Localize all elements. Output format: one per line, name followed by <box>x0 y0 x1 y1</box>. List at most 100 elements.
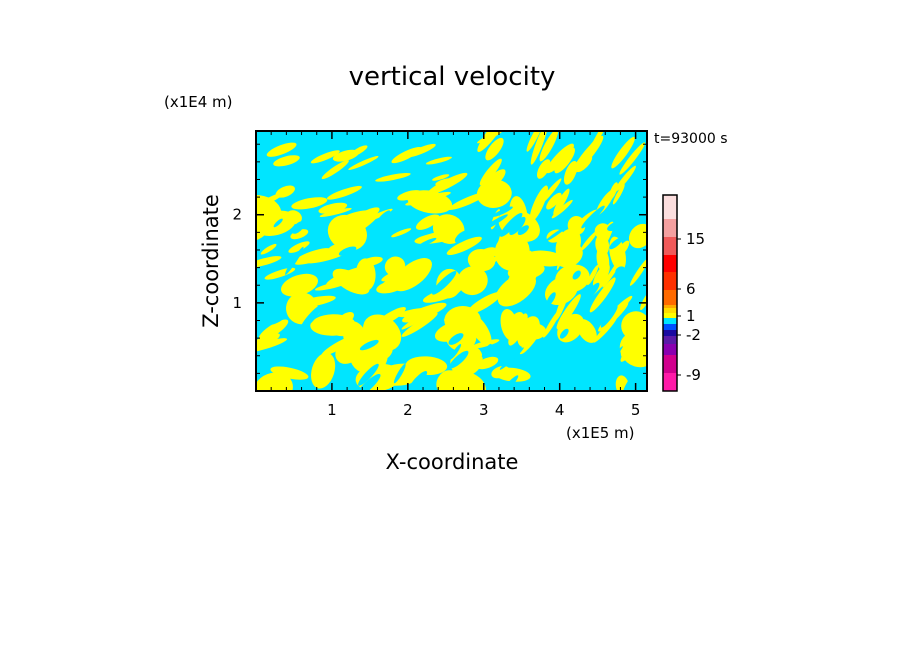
field-region <box>394 343 411 362</box>
field-region <box>288 241 310 253</box>
field-region <box>273 155 300 167</box>
x-tick-label: 5 <box>631 401 641 419</box>
field-region <box>310 150 340 164</box>
field-region <box>536 159 551 179</box>
field-region <box>611 136 635 169</box>
field-region <box>432 270 457 295</box>
colorbar-label: 15 <box>686 230 705 248</box>
field-region <box>530 131 549 165</box>
field-region <box>589 131 610 151</box>
field-region <box>479 158 502 186</box>
field-region <box>612 184 625 205</box>
field-region <box>273 218 283 228</box>
colorbar-segment <box>663 237 677 255</box>
plot-area: 1 2 3 4 5 1 2 <box>232 130 648 419</box>
field-region <box>481 343 492 358</box>
field-region <box>581 205 605 229</box>
field-region <box>519 330 540 355</box>
field-region <box>432 174 450 181</box>
field-region <box>507 250 532 286</box>
field-region <box>300 304 323 331</box>
field-region <box>419 335 435 346</box>
field-region <box>337 312 354 326</box>
field-region <box>572 135 604 174</box>
field-region <box>256 372 293 391</box>
field-region <box>285 246 304 275</box>
colorbar-segment <box>663 272 677 290</box>
field-region <box>256 331 278 355</box>
field-region <box>321 335 355 357</box>
colorbar-label: -2 <box>686 326 701 344</box>
field-region <box>477 131 507 152</box>
field-region <box>374 210 391 229</box>
x-axis-label: X-coordinate <box>386 450 519 474</box>
colorbar-segment <box>663 305 677 308</box>
field-region <box>401 303 442 330</box>
x-unit-label: (x1E5 m) <box>566 424 635 442</box>
field-region <box>256 299 262 310</box>
field-region <box>374 307 406 328</box>
field-region <box>526 131 543 152</box>
x-tick-label: 1 <box>327 401 337 419</box>
field-region <box>318 202 348 214</box>
field-region <box>545 226 567 242</box>
field-region <box>311 352 336 389</box>
field-region <box>615 266 626 276</box>
time-label: t=93000 s <box>654 131 728 147</box>
field-region <box>449 350 469 369</box>
field-region <box>425 156 452 165</box>
field-region <box>464 219 480 234</box>
field-region <box>602 254 625 288</box>
y-axis-label: Z-coordinate <box>199 194 223 328</box>
field-region <box>499 212 523 237</box>
colorbar-label: 6 <box>686 280 696 298</box>
field-region <box>600 305 618 328</box>
field-region <box>474 256 501 269</box>
field-region <box>450 344 483 377</box>
field-region <box>448 333 464 345</box>
field-region <box>508 313 528 346</box>
field-region <box>500 232 517 267</box>
field-region <box>391 228 412 238</box>
field-region <box>337 214 378 243</box>
colorbar-segment <box>663 195 677 219</box>
field-region <box>484 169 506 190</box>
field-region <box>499 347 524 370</box>
colorbar-frame <box>662 194 678 392</box>
field-region <box>615 240 630 259</box>
field-region <box>401 312 438 337</box>
field-region <box>614 165 636 192</box>
colorbar-label: -9 <box>686 366 701 384</box>
field-region <box>291 221 305 234</box>
field-region <box>627 315 641 338</box>
field-region <box>326 185 362 200</box>
field-region <box>348 155 379 171</box>
field-region <box>509 216 526 235</box>
field-region <box>392 259 428 285</box>
field-region <box>606 346 623 366</box>
field-region <box>629 257 647 286</box>
field-region <box>508 311 524 328</box>
field-region <box>476 356 499 370</box>
field-region <box>260 243 277 255</box>
field-region <box>406 143 436 158</box>
field-region <box>526 273 537 290</box>
field-region <box>485 137 504 161</box>
field-region <box>291 295 336 308</box>
field-region <box>587 264 599 286</box>
field-region <box>622 370 640 391</box>
field-region <box>256 338 288 353</box>
colorbar-segment <box>663 330 677 336</box>
field-region <box>417 237 437 248</box>
colorbar: 15 6 1-2 -9 <box>662 194 705 392</box>
field-region <box>627 334 643 351</box>
field-region <box>569 369 586 382</box>
field-region <box>469 339 500 349</box>
field-region <box>491 365 510 379</box>
field-region <box>592 263 610 288</box>
field-region <box>275 185 295 198</box>
field-region <box>270 366 309 380</box>
x-tick-label: 4 <box>555 401 565 419</box>
field-region <box>556 227 573 271</box>
field-region <box>546 143 574 174</box>
